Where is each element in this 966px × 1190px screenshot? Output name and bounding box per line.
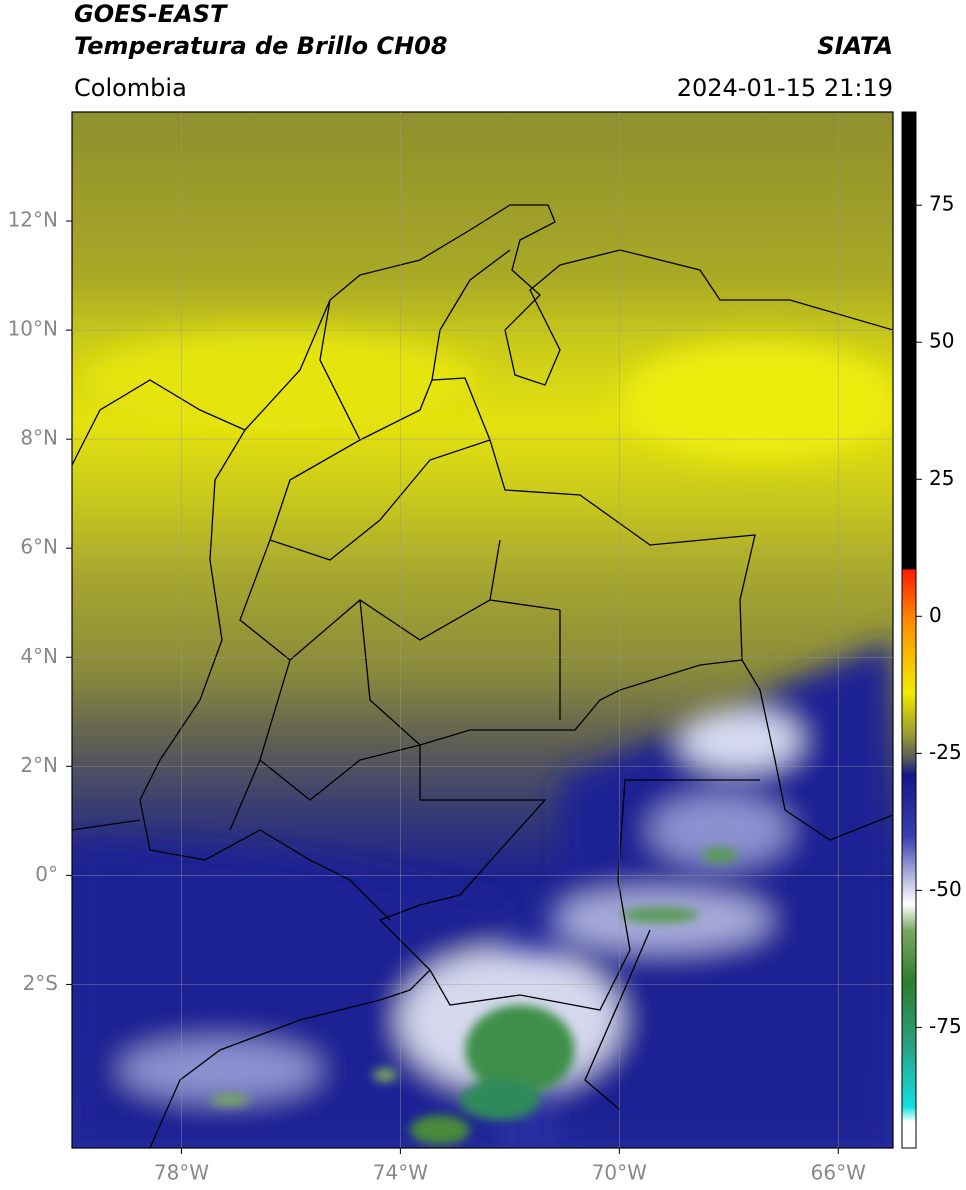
lat-tick-label: 10°N bbox=[8, 317, 58, 341]
lat-tick-label: 8°N bbox=[20, 426, 58, 450]
lat-tick-label: 4°N bbox=[20, 644, 58, 668]
datetime-label: 2024-01-15 21:19 bbox=[677, 74, 893, 102]
region-label: Colombia bbox=[74, 74, 187, 102]
lat-tick-label: 6°N bbox=[20, 535, 58, 559]
lon-tick-label: 74°W bbox=[373, 1161, 428, 1185]
lat-tick-label: 2°N bbox=[20, 753, 58, 777]
lat-tick-label: 0° bbox=[35, 862, 58, 886]
colorbar-tick-label: 50 bbox=[929, 329, 954, 353]
colorbar bbox=[901, 111, 917, 1149]
lon-tick-label: 78°W bbox=[154, 1161, 209, 1185]
lon-tick-label: 70°W bbox=[592, 1161, 647, 1185]
satellite-image bbox=[72, 112, 893, 1148]
colorbar-tick-label: -25 bbox=[929, 740, 962, 764]
colorbar-tick-label: -50 bbox=[929, 877, 962, 901]
map-frame bbox=[71, 111, 894, 1149]
satellite-title: GOES-EAST bbox=[74, 0, 228, 28]
source-label: SIATA bbox=[817, 32, 893, 60]
product-title: Temperatura de Brillo CH08 bbox=[74, 32, 448, 60]
colorbar-tick-label: 75 bbox=[929, 192, 954, 216]
colorbar-tick-label: 0 bbox=[929, 603, 942, 627]
colorbar-tick-label: -75 bbox=[929, 1014, 962, 1038]
lat-tick-label: 12°N bbox=[8, 208, 58, 232]
lat-tick-label: 2°S bbox=[23, 971, 58, 995]
lon-tick-label: 66°W bbox=[811, 1161, 866, 1185]
colorbar-tick-label: 25 bbox=[929, 466, 954, 490]
